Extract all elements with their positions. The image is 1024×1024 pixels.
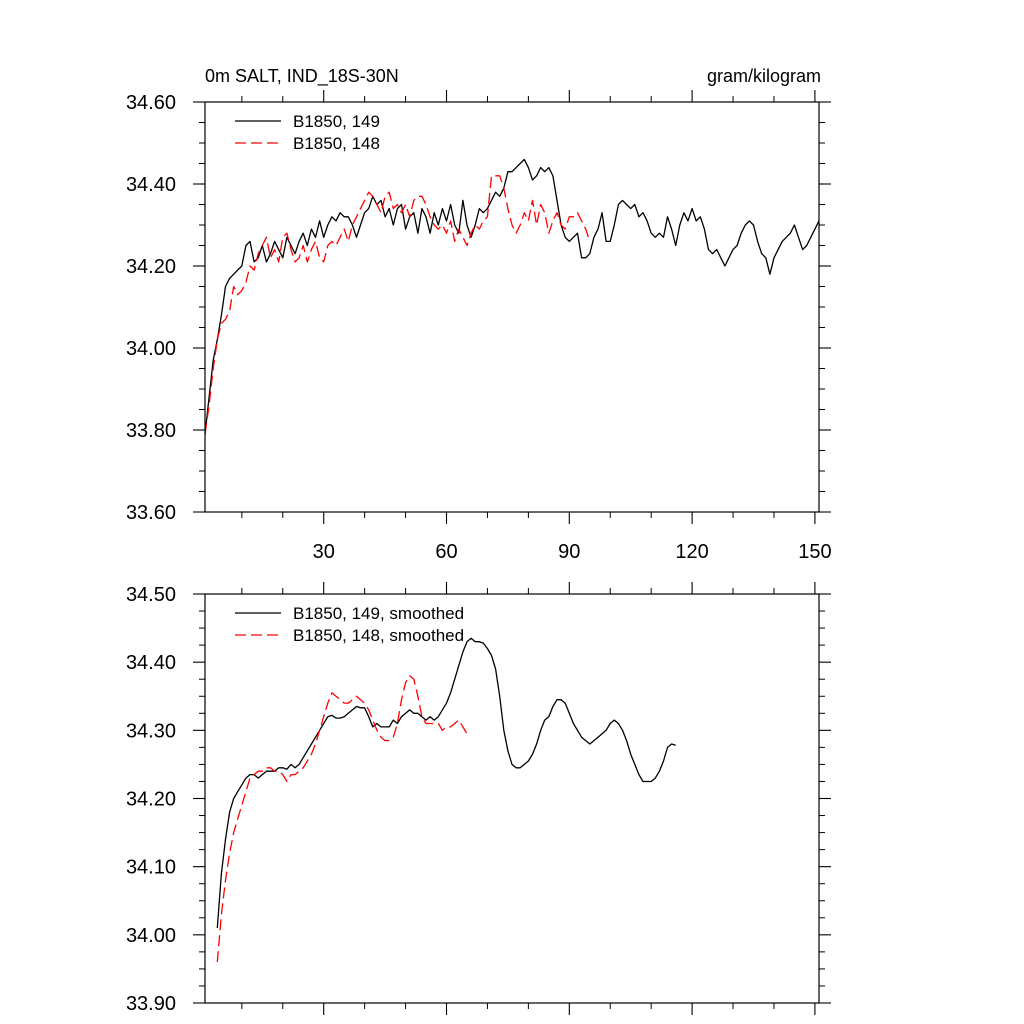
legend: B1850, 149 B1850, 148 — [235, 112, 380, 153]
y-tick-label: 34.60 — [126, 92, 176, 114]
series-lines — [204, 158, 820, 435]
axes-ticks: 33.90 34.00 34.10 34.20 34.30 34.40 34.50 — [126, 582, 831, 1015]
series-line-149 — [216, 637, 676, 929]
series-line-148 — [216, 675, 468, 963]
y-tick-label: 33.80 — [126, 420, 176, 442]
y-tick-label: 34.00 — [126, 338, 176, 360]
legend-label-148-smoothed: B1850, 148, smoothed — [293, 626, 464, 645]
y-tick-label: 34.50 — [126, 584, 176, 606]
plot-frame — [204, 101, 820, 513]
y-tick-label: 33.60 — [126, 502, 176, 524]
x-tick-label: 90 — [558, 541, 580, 563]
x-tick-label: 60 — [435, 541, 457, 563]
x-tick-label: 150 — [798, 541, 831, 563]
axes-ticks: 30 60 90 120 150 33.60 33.80 34.00 34.20 34.40 34.… — [126, 90, 832, 563]
legend-label-148: B1850, 148 — [293, 134, 380, 153]
units-label: gram/kilogram — [707, 66, 821, 86]
chart-title: 0m SALT, IND_18S-30N — [205, 66, 399, 87]
series-lines — [216, 637, 676, 963]
legend-label-149: B1850, 149 — [293, 112, 380, 131]
y-tick-label: 34.40 — [126, 652, 176, 674]
y-tick-label: 34.20 — [126, 256, 176, 278]
series-line-148 — [204, 175, 591, 435]
y-tick-label: 33.90 — [126, 993, 176, 1015]
panel-raw-salinity: 0m SALT, IND_18S-30N gram/kilogram 30 60 9… — [126, 66, 832, 563]
series-line-149 — [204, 158, 820, 435]
y-tick-label: 34.40 — [126, 174, 176, 196]
y-tick-label: 34.10 — [126, 857, 176, 879]
y-tick-label: 34.30 — [126, 720, 176, 742]
plot-frame — [204, 593, 820, 1004]
y-tick-label: 34.20 — [126, 789, 176, 811]
panel-smoothed-salinity: 33.90 34.00 34.10 34.20 34.30 34.40 34.50 B185… — [126, 582, 831, 1015]
x-tick-label: 120 — [675, 541, 708, 563]
y-tick-label: 34.00 — [126, 925, 176, 947]
legend-label-149-smoothed: B1850, 149, smoothed — [293, 604, 464, 623]
x-tick-label: 30 — [313, 541, 335, 563]
legend: B1850, 149, smoothed B1850, 148, smoothe… — [235, 604, 464, 645]
